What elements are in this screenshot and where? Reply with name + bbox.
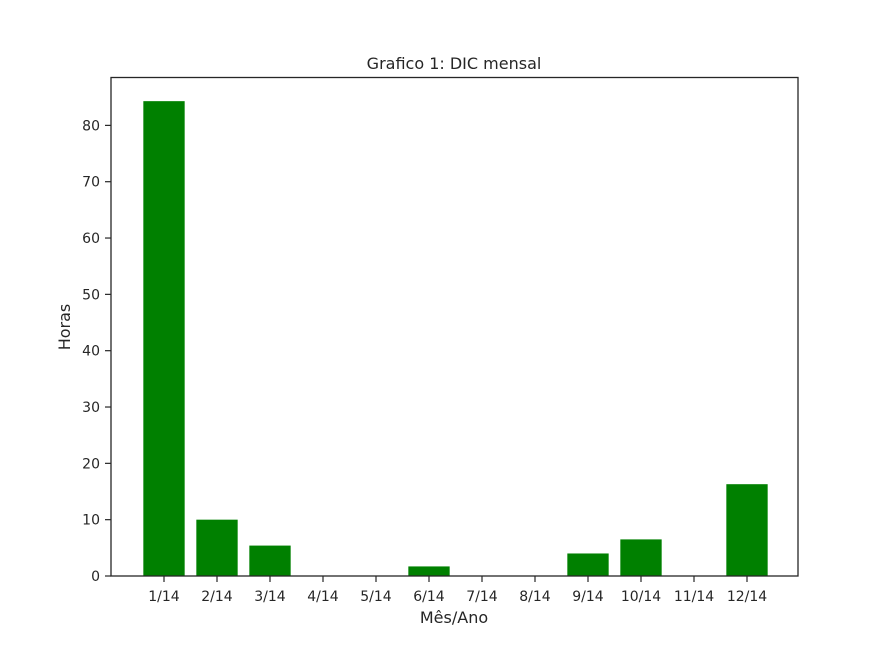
bar-9-14 — [567, 553, 609, 576]
x-tick-label: 6/14 — [413, 589, 445, 605]
x-tick-label: 10/14 — [621, 589, 661, 605]
bar-6-14 — [408, 566, 450, 576]
bar-10-14 — [620, 539, 662, 576]
bar-1-14 — [143, 101, 185, 576]
y-tick-label: 60 — [82, 231, 100, 247]
y-axis-label: Horas — [55, 304, 74, 351]
x-tick-label: 1/14 — [148, 589, 180, 605]
bars-group — [143, 101, 768, 576]
x-tick-label: 3/14 — [254, 589, 286, 605]
bar-2-14 — [196, 519, 238, 576]
y-axis: 0 10 20 30 40 50 60 70 80 — [82, 118, 111, 585]
y-tick-label: 10 — [82, 513, 100, 529]
x-tick-label: 4/14 — [307, 589, 339, 605]
y-tick-label: 50 — [82, 287, 100, 303]
y-tick-label: 0 — [91, 569, 100, 585]
x-tick-label: 2/14 — [201, 589, 233, 605]
y-tick-label: 20 — [82, 456, 100, 472]
x-tick-label: 11/14 — [674, 589, 714, 605]
x-tick-label: 5/14 — [360, 589, 392, 605]
x-tick-label: 9/14 — [572, 589, 604, 605]
y-tick-label: 40 — [82, 344, 100, 360]
x-tick-label: 7/14 — [466, 589, 498, 605]
y-tick-label: 30 — [82, 400, 100, 416]
y-tick-label: 80 — [82, 118, 100, 134]
bar-3-14 — [249, 545, 291, 576]
chart-title: Grafico 1: DIC mensal — [367, 54, 542, 73]
bar-12-14 — [726, 484, 768, 576]
x-axis: 1/14 2/14 3/14 4/14 5/14 6/14 7/14 8/14 9/14 10/1… — [148, 576, 767, 605]
x-tick-label: 12/14 — [727, 589, 767, 605]
y-tick-label: 70 — [82, 175, 100, 191]
plot-frame — [110, 76, 799, 577]
x-axis-label: Mês/Ano — [420, 608, 488, 627]
x-tick-label: 8/14 — [519, 589, 551, 605]
